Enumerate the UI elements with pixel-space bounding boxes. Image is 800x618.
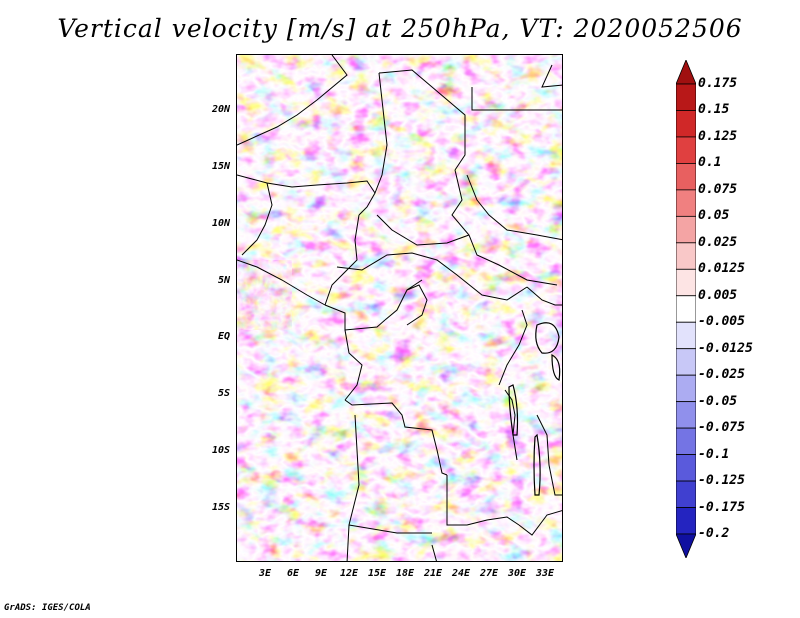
colorbar-segment xyxy=(676,268,696,297)
colorbar-label: -0.005 xyxy=(698,314,745,330)
border-line xyxy=(237,55,348,146)
border-line xyxy=(384,279,423,321)
colorbar-label: 0.025 xyxy=(698,234,738,250)
lon-label-24e: 24E xyxy=(451,568,471,579)
colorbar-segment xyxy=(676,401,696,429)
lat-label-10s: 10S xyxy=(211,445,230,456)
colorbar xyxy=(676,60,696,558)
colorbar-label: -0.075 xyxy=(698,420,745,436)
border-line xyxy=(241,182,273,256)
lake-outline xyxy=(535,322,560,354)
chart-title: Vertical velocity [m/s] at 250hPa, VT: 2… xyxy=(57,14,743,43)
border-line xyxy=(406,284,428,326)
lon-label-6e: 6E xyxy=(286,568,300,579)
border-line xyxy=(336,252,528,301)
lat-label-10n: 10N xyxy=(211,218,230,229)
colorbar-label: 0.005 xyxy=(698,287,738,303)
colorbar-segment xyxy=(676,454,696,482)
lon-label-21e: 21E xyxy=(423,568,443,579)
colorbar-label: -0.025 xyxy=(698,367,745,383)
colorbar-label: 0.125 xyxy=(698,128,738,144)
lake-outline xyxy=(533,433,541,496)
colorbar-label: -0.0125 xyxy=(698,340,753,356)
colorbar-segment xyxy=(676,321,696,350)
lon-label-33e: 33E xyxy=(535,568,555,579)
colorbar-label: -0.125 xyxy=(698,473,745,489)
border-line xyxy=(344,399,448,476)
lon-label-27e: 27E xyxy=(479,568,499,579)
border-line xyxy=(541,64,562,88)
colorbar-label: -0.175 xyxy=(698,499,745,515)
border-line xyxy=(346,414,360,561)
border-line xyxy=(324,214,360,306)
lon-label-12e: 12E xyxy=(339,568,359,579)
colorbar-segment xyxy=(676,507,696,535)
colorbar-segment xyxy=(676,242,696,270)
border-line xyxy=(446,475,520,526)
lon-label-18e: 18E xyxy=(395,568,415,579)
colorbar-segment xyxy=(676,427,696,455)
colorbar-segment xyxy=(676,83,696,111)
border-line xyxy=(237,259,326,306)
colorbar-segment xyxy=(676,215,696,244)
colorbar-label: 0.1 xyxy=(698,155,722,171)
lake-outline xyxy=(551,354,561,381)
colorbar-label: -0.2 xyxy=(698,526,730,541)
border-line xyxy=(344,329,363,401)
lat-label-eq: EQ xyxy=(217,331,230,342)
colorbar-label: -0.05 xyxy=(698,393,738,409)
border-line xyxy=(518,510,562,536)
colorbar-segment xyxy=(676,189,696,217)
border-line xyxy=(471,87,562,111)
colorbar-segment xyxy=(676,374,696,403)
colorbar-label: 0.175 xyxy=(698,76,738,91)
footer-credit: GrADS: IGES/COLA xyxy=(4,603,91,613)
lat-label-20n: 20N xyxy=(211,104,230,115)
border-line xyxy=(431,544,437,561)
lake-outline xyxy=(508,384,519,436)
border-line xyxy=(498,309,528,386)
colorbar-segment xyxy=(676,348,696,376)
map-panel xyxy=(236,54,563,562)
lon-label-9e: 9E xyxy=(314,568,328,579)
lon-label-15e: 15E xyxy=(367,568,387,579)
lon-label-30e: 30E xyxy=(507,568,527,579)
border-line xyxy=(526,286,562,306)
border-line xyxy=(374,72,388,194)
colorbar-label: 0.15 xyxy=(698,102,730,118)
border-line xyxy=(348,524,432,534)
colorbar-label: 0.075 xyxy=(698,181,738,197)
colorbar-label: 0.05 xyxy=(698,208,730,224)
lat-label-5n: 5N xyxy=(217,275,230,286)
colorbar-segment xyxy=(676,533,696,558)
country-borders xyxy=(237,55,562,561)
colorbar-label: 0.0125 xyxy=(698,261,745,277)
colorbar-segment xyxy=(676,60,696,85)
colorbar-segment xyxy=(676,480,696,508)
border-line xyxy=(237,174,376,216)
colorbar-segment xyxy=(676,110,696,138)
border-line xyxy=(451,169,558,286)
lat-label-15n: 15N xyxy=(211,161,230,172)
border-line xyxy=(378,69,466,171)
border-line xyxy=(376,214,470,246)
border-line xyxy=(466,174,562,241)
lat-label-15s: 15S xyxy=(211,502,230,513)
colorbar-segment xyxy=(676,295,696,323)
map-svg xyxy=(237,55,562,561)
lakes xyxy=(508,322,561,496)
convective-hotspot-west-coast xyxy=(237,260,292,330)
border-line xyxy=(536,414,562,496)
colorbar-segment xyxy=(676,136,696,164)
colorbar-segment xyxy=(676,163,696,191)
lon-label-3e: 3E xyxy=(258,568,272,579)
lat-label-5s: 5S xyxy=(217,388,230,399)
colorbar-label: -0.1 xyxy=(698,446,730,462)
